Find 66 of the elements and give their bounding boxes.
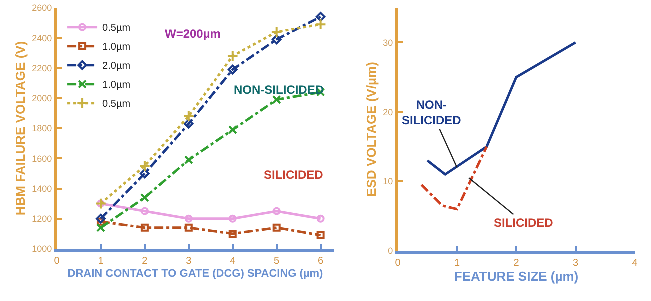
y-tick-label: 1200 [32, 214, 52, 224]
y-tick-label: 2600 [32, 3, 52, 14]
point [184, 224, 193, 232]
point [228, 126, 238, 135]
y-tick-label: 10 [383, 176, 394, 187]
x-tick-label: 2 [514, 258, 520, 269]
y-tick-label: 2000 [32, 94, 52, 104]
y-axis-title: ESD VOLTAGE (V/µm) [364, 62, 380, 197]
x-tick-label: 3 [186, 256, 192, 267]
point [140, 193, 150, 202]
point [140, 224, 149, 232]
annotation: W=200µm [165, 27, 221, 41]
x-tick-label: 6 [318, 256, 324, 267]
x-axis-title: DRAIN CONTACT TO GATE (DCG) SPACING (µm) [68, 268, 324, 280]
y-tick-label: 20 [383, 107, 394, 118]
annotation: NON-SILICIDED [234, 83, 324, 97]
point [140, 207, 149, 216]
point [228, 214, 237, 223]
point [314, 18, 327, 30]
point [272, 224, 281, 232]
x-tick-label: 5 [274, 256, 280, 267]
x-tick-label: 4 [632, 258, 638, 269]
y-tick-label: 2400 [32, 33, 52, 44]
legend-label: 1.0µm [102, 42, 131, 54]
x-tick-label: 0 [54, 256, 60, 267]
y-tick-label: 0 [388, 246, 394, 256]
y-axis-title: HBM FAILURE VOLTAGE (V) [13, 41, 28, 216]
annotation: NON-SILICIDED [402, 98, 462, 128]
y-tick-label: 1000 [32, 244, 52, 254]
y-tick-label: 1400 [32, 184, 52, 194]
point [139, 160, 151, 172]
annotation: SILICIDED [264, 168, 324, 182]
legend-label: 0.5µm [102, 23, 131, 34]
x-tick-label: 0 [395, 258, 402, 269]
y-tick-label: 1800 [32, 124, 52, 134]
legend-label: 0.5µm [102, 99, 131, 110]
y-tick-label: 2200 [32, 63, 52, 74]
y-tick-label: 1600 [32, 154, 52, 164]
point [228, 64, 238, 75]
point [96, 223, 106, 232]
x-tick-label: 1 [98, 256, 104, 267]
point [316, 231, 325, 240]
x-tick-label: 2 [142, 256, 148, 267]
annotation: SILICIDED [494, 216, 554, 230]
point [226, 50, 239, 62]
point [228, 230, 237, 238]
point [184, 156, 194, 165]
point [316, 12, 326, 22]
point [184, 214, 193, 223]
point [272, 95, 282, 104]
point [96, 214, 106, 224]
point [140, 168, 150, 179]
point [183, 110, 195, 122]
line-series [420, 146, 488, 211]
point [184, 119, 194, 129]
y-tick-label: 30 [383, 38, 394, 48]
legend-label: 2.0µm [102, 61, 131, 72]
point [316, 214, 325, 223]
x-tick-label: 3 [572, 258, 579, 269]
x-axis-title: FEATURE SIZE (µm) [454, 269, 579, 284]
x-tick-label: 1 [454, 258, 460, 269]
point [270, 26, 283, 38]
x-tick-label: 4 [230, 256, 236, 267]
point [272, 207, 281, 216]
legend-label: 1.0µm [102, 80, 131, 92]
point [272, 34, 282, 45]
